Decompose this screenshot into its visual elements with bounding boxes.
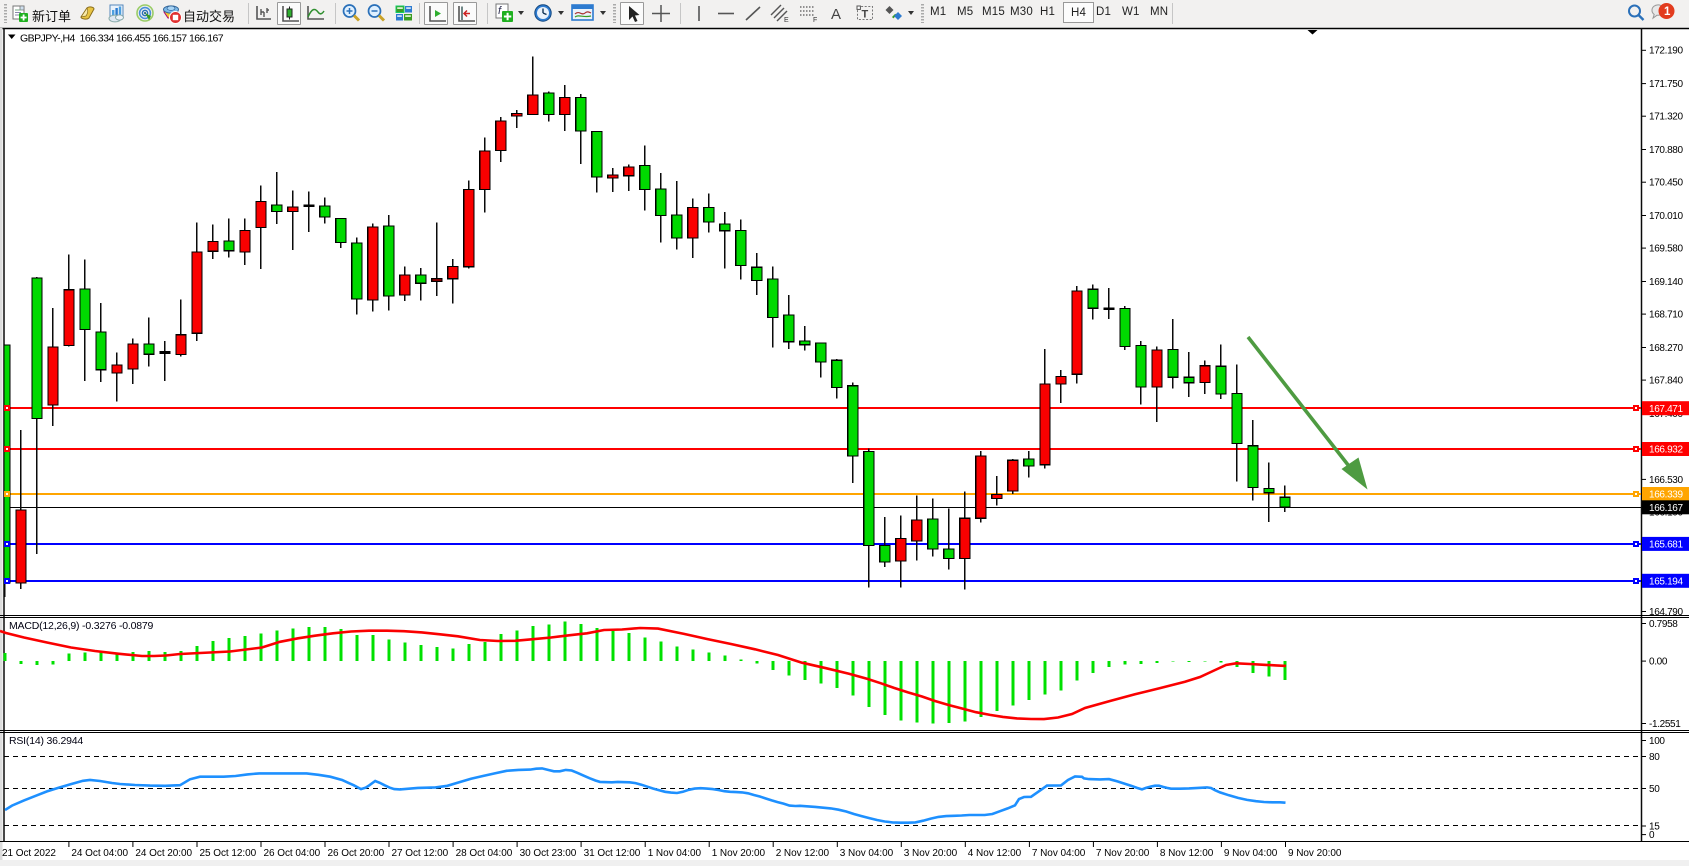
svg-text:167.471: 167.471 <box>1649 404 1683 415</box>
svg-text:100: 100 <box>1649 736 1665 747</box>
svg-text:169.140: 169.140 <box>1649 277 1683 288</box>
svg-text:RSI(14) 36.2944: RSI(14) 36.2944 <box>9 735 83 747</box>
svg-text:25 Oct 12:00: 25 Oct 12:00 <box>200 848 257 859</box>
svg-text:21 Oct 2022: 21 Oct 2022 <box>2 848 56 859</box>
svg-text:166.932: 166.932 <box>1649 445 1683 456</box>
svg-text:169.580: 169.580 <box>1649 244 1683 255</box>
svg-text:1 Nov 20:00: 1 Nov 20:00 <box>712 848 766 859</box>
svg-text:166.167: 166.167 <box>1649 503 1683 514</box>
svg-text:165.681: 165.681 <box>1649 540 1683 551</box>
svg-text:168.270: 168.270 <box>1649 343 1683 354</box>
svg-text:27 Oct 12:00: 27 Oct 12:00 <box>392 848 449 859</box>
svg-text:31 Oct 12:00: 31 Oct 12:00 <box>584 848 641 859</box>
svg-text:170.010: 170.010 <box>1649 211 1683 222</box>
svg-text:8 Nov 12:00: 8 Nov 12:00 <box>1160 848 1214 859</box>
svg-text:F: F <box>813 17 817 24</box>
svg-text:171.750: 171.750 <box>1649 79 1683 90</box>
svg-text:168.710: 168.710 <box>1649 310 1683 321</box>
svg-text:7 Nov 04:00: 7 Nov 04:00 <box>1032 848 1086 859</box>
svg-text:26 Oct 20:00: 26 Oct 20:00 <box>328 848 385 859</box>
svg-text:0: 0 <box>1649 830 1655 841</box>
svg-text:166.530: 166.530 <box>1649 475 1683 486</box>
svg-text:171.320: 171.320 <box>1649 112 1683 123</box>
svg-text:172.190: 172.190 <box>1649 46 1683 57</box>
svg-text:1: 1 <box>1664 6 1671 18</box>
svg-text:167.840: 167.840 <box>1649 376 1683 387</box>
svg-text:166.339: 166.339 <box>1649 490 1683 501</box>
svg-text:30 Oct 23:00: 30 Oct 23:00 <box>520 848 577 859</box>
svg-text:T: T <box>862 9 869 21</box>
svg-text:f: f <box>498 5 502 17</box>
svg-text:GBPJPY-,H4 166.334 166.455 16: GBPJPY-,H4 166.334 166.455 166.157 166.1… <box>20 33 224 45</box>
svg-text:28 Oct 04:00: 28 Oct 04:00 <box>456 848 513 859</box>
svg-text:24 Oct 04:00: 24 Oct 04:00 <box>71 848 128 859</box>
svg-text:3 Nov 20:00: 3 Nov 20:00 <box>904 848 958 859</box>
svg-text:170.880: 170.880 <box>1649 145 1683 156</box>
svg-text:15: 15 <box>1649 821 1660 832</box>
svg-text:1 Nov 04:00: 1 Nov 04:00 <box>648 848 702 859</box>
svg-text:A: A <box>831 6 841 23</box>
svg-text:-1.2551: -1.2551 <box>1649 719 1681 730</box>
svg-text:24 Oct 20:00: 24 Oct 20:00 <box>135 848 192 859</box>
svg-text:165.194: 165.194 <box>1649 576 1683 587</box>
svg-text:9 Nov 20:00: 9 Nov 20:00 <box>1288 848 1342 859</box>
svg-text:9 Nov 04:00: 9 Nov 04:00 <box>1224 848 1278 859</box>
svg-text:0.00: 0.00 <box>1649 657 1668 668</box>
svg-text:0.7958: 0.7958 <box>1649 619 1678 630</box>
svg-text:164.790: 164.790 <box>1649 607 1683 618</box>
svg-text:170.450: 170.450 <box>1649 178 1683 189</box>
svg-text:80: 80 <box>1649 752 1660 763</box>
svg-text:50: 50 <box>1649 784 1660 795</box>
svg-text:3 Nov 04:00: 3 Nov 04:00 <box>840 848 894 859</box>
svg-text:MACD(12,26,9) -0.3276 -0.0879: MACD(12,26,9) -0.3276 -0.0879 <box>9 620 154 632</box>
svg-text:26 Oct 04:00: 26 Oct 04:00 <box>264 848 321 859</box>
svg-text:E: E <box>784 17 789 24</box>
svg-text:2 Nov 12:00: 2 Nov 12:00 <box>776 848 830 859</box>
svg-text:7 Nov 20:00: 7 Nov 20:00 <box>1096 848 1150 859</box>
svg-text:4 Nov 12:00: 4 Nov 12:00 <box>968 848 1022 859</box>
